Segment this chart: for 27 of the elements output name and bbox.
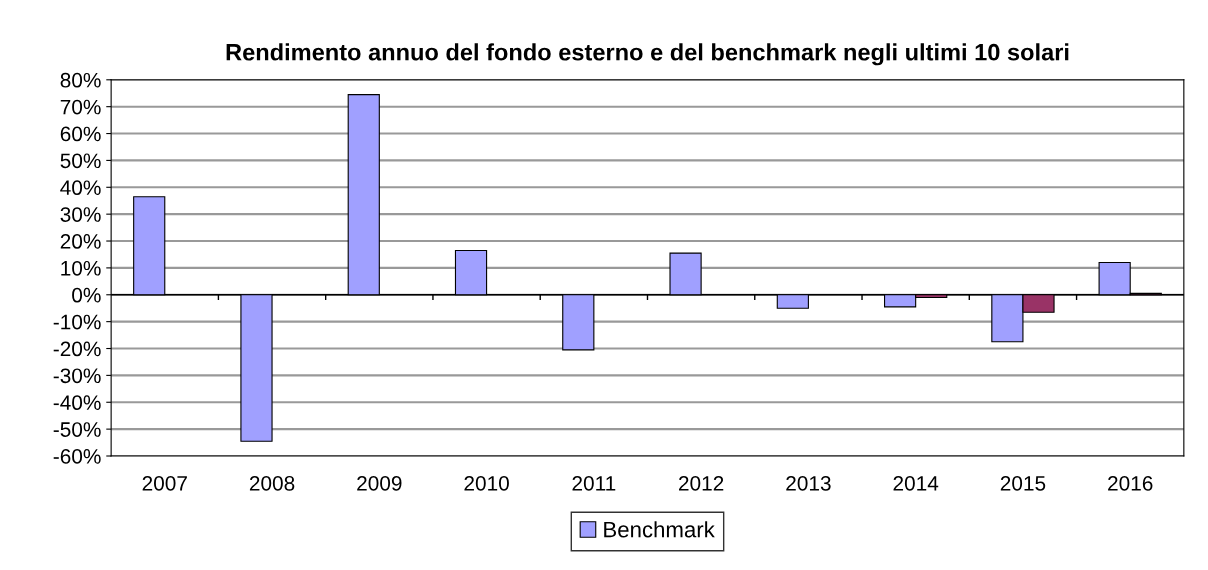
y-tick-label: 20% xyxy=(60,234,101,249)
y-tick-label: -60% xyxy=(53,449,101,464)
y-tick-label: -50% xyxy=(53,422,101,437)
y-tick-label: 80% xyxy=(60,72,101,88)
y-tick-label: -30% xyxy=(53,368,101,384)
y-tick-label: 0% xyxy=(72,287,101,303)
y-tick-label: -10% xyxy=(53,314,101,330)
y-tick-label: 50% xyxy=(60,153,101,169)
x-tick-label: 2014 xyxy=(893,475,939,491)
legend-label: Benchmark xyxy=(604,521,715,538)
y-tick-label: 10% xyxy=(61,260,101,276)
y-tick-label: -40% xyxy=(53,395,101,411)
x-tick-label: 2012 xyxy=(679,475,724,491)
x-tick-label: 2008 xyxy=(249,475,295,491)
x-tick-label: 2009 xyxy=(357,475,402,491)
y-tick-label: 40% xyxy=(60,180,101,196)
x-tick-label: 2007 xyxy=(142,475,187,491)
x-tick-label: 2010 xyxy=(464,475,509,491)
x-tick-label: 2013 xyxy=(786,475,831,491)
x-tick-label: 2016 xyxy=(1108,475,1153,491)
chart-title: Rendimento annuo del fondo esterno e del benchmark negli ultimi 10 solari xyxy=(226,43,1069,66)
x-tick-label: 2011 xyxy=(572,475,616,491)
y-tick-label: 60% xyxy=(60,126,101,142)
x-tick-label: 2015 xyxy=(1000,475,1046,491)
y-tick-label: 70% xyxy=(60,99,101,115)
y-tick-label: -20% xyxy=(53,341,101,357)
y-tick-label: 30% xyxy=(60,207,101,222)
